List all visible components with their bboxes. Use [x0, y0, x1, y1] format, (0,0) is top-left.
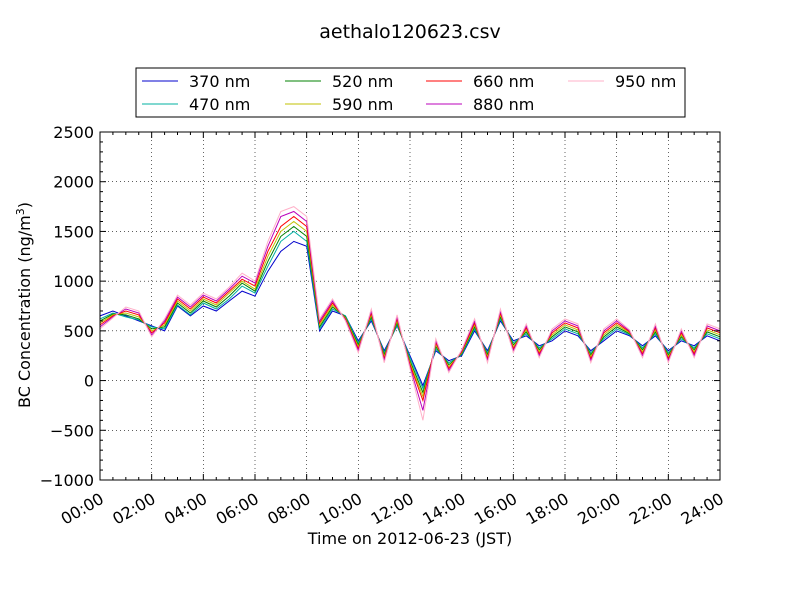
x-tick-label: 14:00: [419, 489, 468, 529]
axis-ticks: [99, 131, 721, 481]
y-tick-labels: 2500 2000 1500 1000 500 0 −500 −1000: [40, 123, 94, 490]
chart-title: aethalo120623.csv: [319, 21, 501, 43]
x-tick-label: 20:00: [574, 489, 623, 529]
legend-label: 950 nm: [615, 72, 676, 91]
x-tick-label: 08:00: [264, 489, 313, 529]
y-tick-label: 1000: [53, 272, 94, 291]
legend: 370 nm 470 nm 520 nm 590 nm 660 nm 880 nm 950 …: [135, 67, 686, 118]
x-tick-label: 04:00: [161, 489, 210, 529]
legend-label: 520 nm: [332, 72, 393, 91]
y-tick-label: 2500: [53, 123, 94, 142]
series-line: [99, 220, 721, 399]
legend-box: [135, 67, 686, 118]
legend-label: 370 nm: [189, 72, 250, 91]
series-lines: [99, 206, 721, 421]
y-tick-label: −500: [50, 421, 94, 440]
y-tick-label: 2000: [53, 173, 94, 192]
x-tick-label: 06:00: [213, 489, 262, 529]
series-line: [99, 225, 721, 395]
legend-label: 590 nm: [332, 95, 393, 114]
x-tick-label: 24:00: [678, 489, 727, 529]
x-tick-label: 00:00: [58, 489, 107, 529]
x-tick-label: 02:00: [109, 489, 158, 529]
y-tick-label: −1000: [40, 471, 94, 490]
y-tick-label: 0: [84, 372, 94, 391]
x-tick-label: 16:00: [471, 489, 520, 529]
x-tick-label: 12:00: [368, 489, 417, 529]
legend-label: 660 nm: [473, 72, 534, 91]
x-tick-labels: 00:00 02:00 04:00 06:00 08:00 10:00 12:00 14:00…: [58, 489, 727, 529]
series-line: [99, 230, 721, 390]
y-tick-label: 1500: [53, 222, 94, 241]
x-tick-label: 18:00: [523, 489, 572, 529]
x-tick-label: 22:00: [626, 489, 675, 529]
series-line: [99, 215, 721, 403]
series-line: [99, 240, 721, 387]
x-tick-label: 10:00: [316, 489, 365, 529]
series-line: [99, 206, 721, 421]
legend-label: 880 nm: [473, 95, 534, 114]
legend-label: 470 nm: [189, 95, 250, 114]
y-axis-label: BC Concentration (ng/m3): [14, 202, 34, 408]
x-axis-label: Time on 2012-06-23 (JST): [307, 529, 512, 548]
y-tick-label: 500: [63, 322, 94, 341]
